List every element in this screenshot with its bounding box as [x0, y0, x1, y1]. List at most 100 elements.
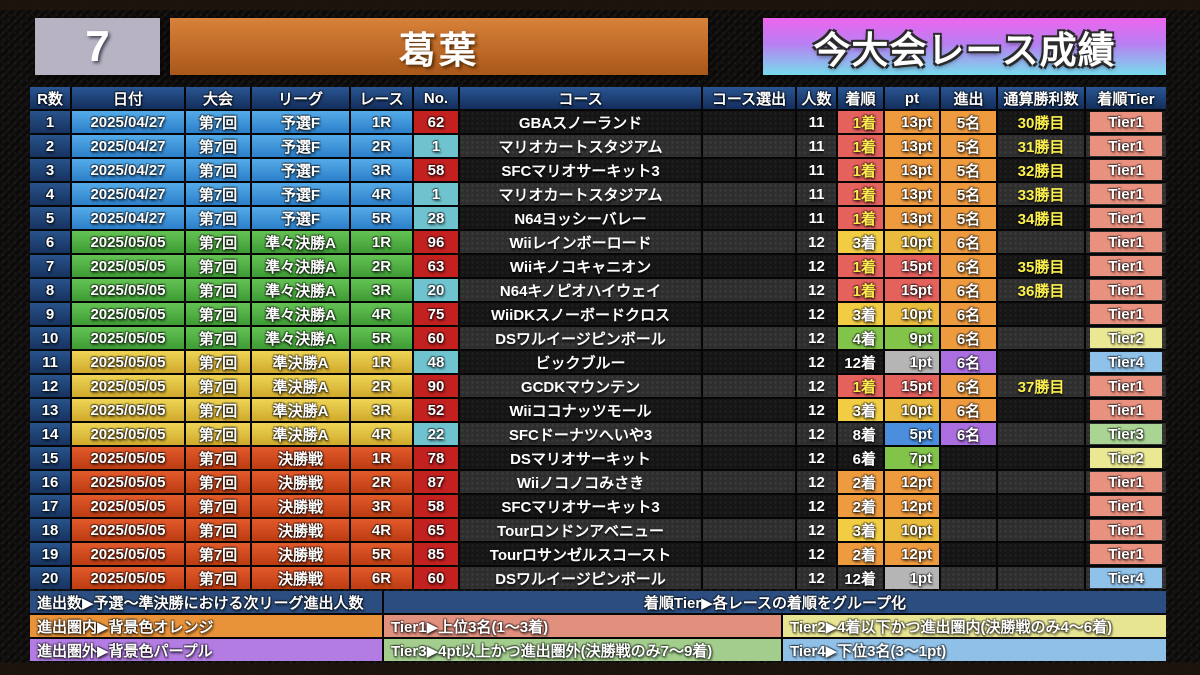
- cell-league: 準決勝A: [252, 423, 349, 445]
- cell-league: 予選F: [252, 207, 349, 229]
- cell-car-number: 52: [414, 399, 458, 421]
- tier-badge: Tier1: [1090, 256, 1162, 276]
- legend-advance-out: 進出圏外▶背景色パープル: [30, 639, 382, 661]
- cell-event: 第7回: [186, 399, 250, 421]
- cell-round-count: 4: [30, 183, 70, 205]
- cell-car-number: 85: [414, 543, 458, 565]
- cell-points: 15pt: [885, 255, 939, 277]
- cell-race: 4R: [351, 303, 412, 325]
- cell-rank-tier: Tier3: [1086, 423, 1166, 445]
- cell-total-wins: [998, 399, 1084, 421]
- cell-course: ビックブルー: [460, 351, 701, 373]
- cell-race: 4R: [351, 519, 412, 541]
- cell-date: 2025/04/27: [72, 111, 184, 133]
- cell-player-count: 12: [797, 279, 836, 301]
- cell-points: 10pt: [885, 399, 939, 421]
- cell-race: 5R: [351, 543, 412, 565]
- cell-advance: 6名: [941, 327, 996, 349]
- cell-round-count: 7: [30, 255, 70, 277]
- cell-total-wins: 35勝目: [998, 255, 1084, 277]
- cell-course: SFCマリオサーキット3: [460, 495, 701, 517]
- cell-points: 7pt: [885, 447, 939, 469]
- cell-car-number: 58: [414, 495, 458, 517]
- cell-advance: 5名: [941, 111, 996, 133]
- cell-league: 決勝戦: [252, 447, 349, 469]
- column-header-6: No.: [414, 87, 458, 109]
- cell-finish-rank: 1着: [838, 135, 883, 157]
- cell-course-pick: [703, 303, 795, 325]
- cell-round-count: 17: [30, 495, 70, 517]
- cell-course-pick: [703, 375, 795, 397]
- cell-date: 2025/04/27: [72, 135, 184, 157]
- cell-event: 第7回: [186, 231, 250, 253]
- cell-race: 4R: [351, 183, 412, 205]
- cell-round-count: 10: [30, 327, 70, 349]
- cell-finish-rank: 1着: [838, 111, 883, 133]
- cell-points: 10pt: [885, 303, 939, 325]
- cell-total-wins: [998, 231, 1084, 253]
- cell-course-pick: [703, 471, 795, 493]
- cell-league: 予選F: [252, 111, 349, 133]
- cell-round-count: 6: [30, 231, 70, 253]
- tier-badge: Tier1: [1090, 160, 1162, 180]
- tier-badge: Tier4: [1090, 568, 1162, 588]
- cell-course: WiiDKスノーボードクロス: [460, 303, 701, 325]
- cell-date: 2025/05/05: [72, 399, 184, 421]
- cell-event: 第7回: [186, 207, 250, 229]
- cell-race: 1R: [351, 231, 412, 253]
- cell-date: 2025/05/05: [72, 471, 184, 493]
- cell-car-number: 78: [414, 447, 458, 469]
- cell-league: 準決勝A: [252, 399, 349, 421]
- cell-round-count: 14: [30, 423, 70, 445]
- cell-course-pick: [703, 543, 795, 565]
- cell-advance: 6名: [941, 399, 996, 421]
- cell-car-number: 62: [414, 111, 458, 133]
- cell-player-count: 12: [797, 423, 836, 445]
- column-header-10: 着順: [838, 87, 883, 109]
- cell-player-count: 11: [797, 159, 836, 181]
- cell-event: 第7回: [186, 447, 250, 469]
- cell-car-number: 20: [414, 279, 458, 301]
- cell-advance: 5名: [941, 207, 996, 229]
- legend-rank-tier: 着順Tier▶各レースの着順をグループ化: [384, 591, 1166, 613]
- cell-player-count: 11: [797, 135, 836, 157]
- cell-points: 15pt: [885, 279, 939, 301]
- cell-car-number: 58: [414, 159, 458, 181]
- cell-finish-rank: 3着: [838, 231, 883, 253]
- page-title-box: 今大会レース成績: [763, 18, 1166, 75]
- cell-rank-tier: Tier1: [1086, 303, 1166, 325]
- cell-points: 12pt: [885, 495, 939, 517]
- cell-course-pick: [703, 423, 795, 445]
- cell-league: 決勝戦: [252, 471, 349, 493]
- cell-rank-tier: Tier1: [1086, 111, 1166, 133]
- cell-total-wins: [998, 567, 1084, 589]
- cell-car-number: 96: [414, 231, 458, 253]
- cell-course: Wiiココナッツモール: [460, 399, 701, 421]
- cell-points: 10pt: [885, 519, 939, 541]
- cell-course: GBAスノーランド: [460, 111, 701, 133]
- cell-total-wins: [998, 351, 1084, 373]
- cell-course-pick: [703, 159, 795, 181]
- cell-league: 予選F: [252, 135, 349, 157]
- cell-points: 13pt: [885, 207, 939, 229]
- cell-course-pick: [703, 447, 795, 469]
- cell-finish-rank: 12着: [838, 351, 883, 373]
- cell-finish-rank: 2着: [838, 495, 883, 517]
- cell-total-wins: 32勝目: [998, 159, 1084, 181]
- column-header-12: 進出: [941, 87, 996, 109]
- cell-advance: [941, 447, 996, 469]
- legend-advance-count: 進出数▶予選〜準決勝における次リーグ進出人数: [30, 591, 382, 613]
- cell-league: 準々決勝A: [252, 231, 349, 253]
- cell-date: 2025/05/05: [72, 327, 184, 349]
- cell-finish-rank: 1着: [838, 183, 883, 205]
- cell-rank-tier: Tier1: [1086, 135, 1166, 157]
- cell-round-count: 9: [30, 303, 70, 325]
- cell-finish-rank: 6着: [838, 447, 883, 469]
- cell-league: 準々決勝A: [252, 327, 349, 349]
- cell-event: 第7回: [186, 135, 250, 157]
- column-header-13: 通算勝利数: [998, 87, 1084, 109]
- cell-league: 決勝戦: [252, 567, 349, 589]
- cell-finish-rank: 3着: [838, 303, 883, 325]
- round-number-box: 7: [35, 18, 160, 75]
- tier-badge: Tier1: [1090, 400, 1162, 420]
